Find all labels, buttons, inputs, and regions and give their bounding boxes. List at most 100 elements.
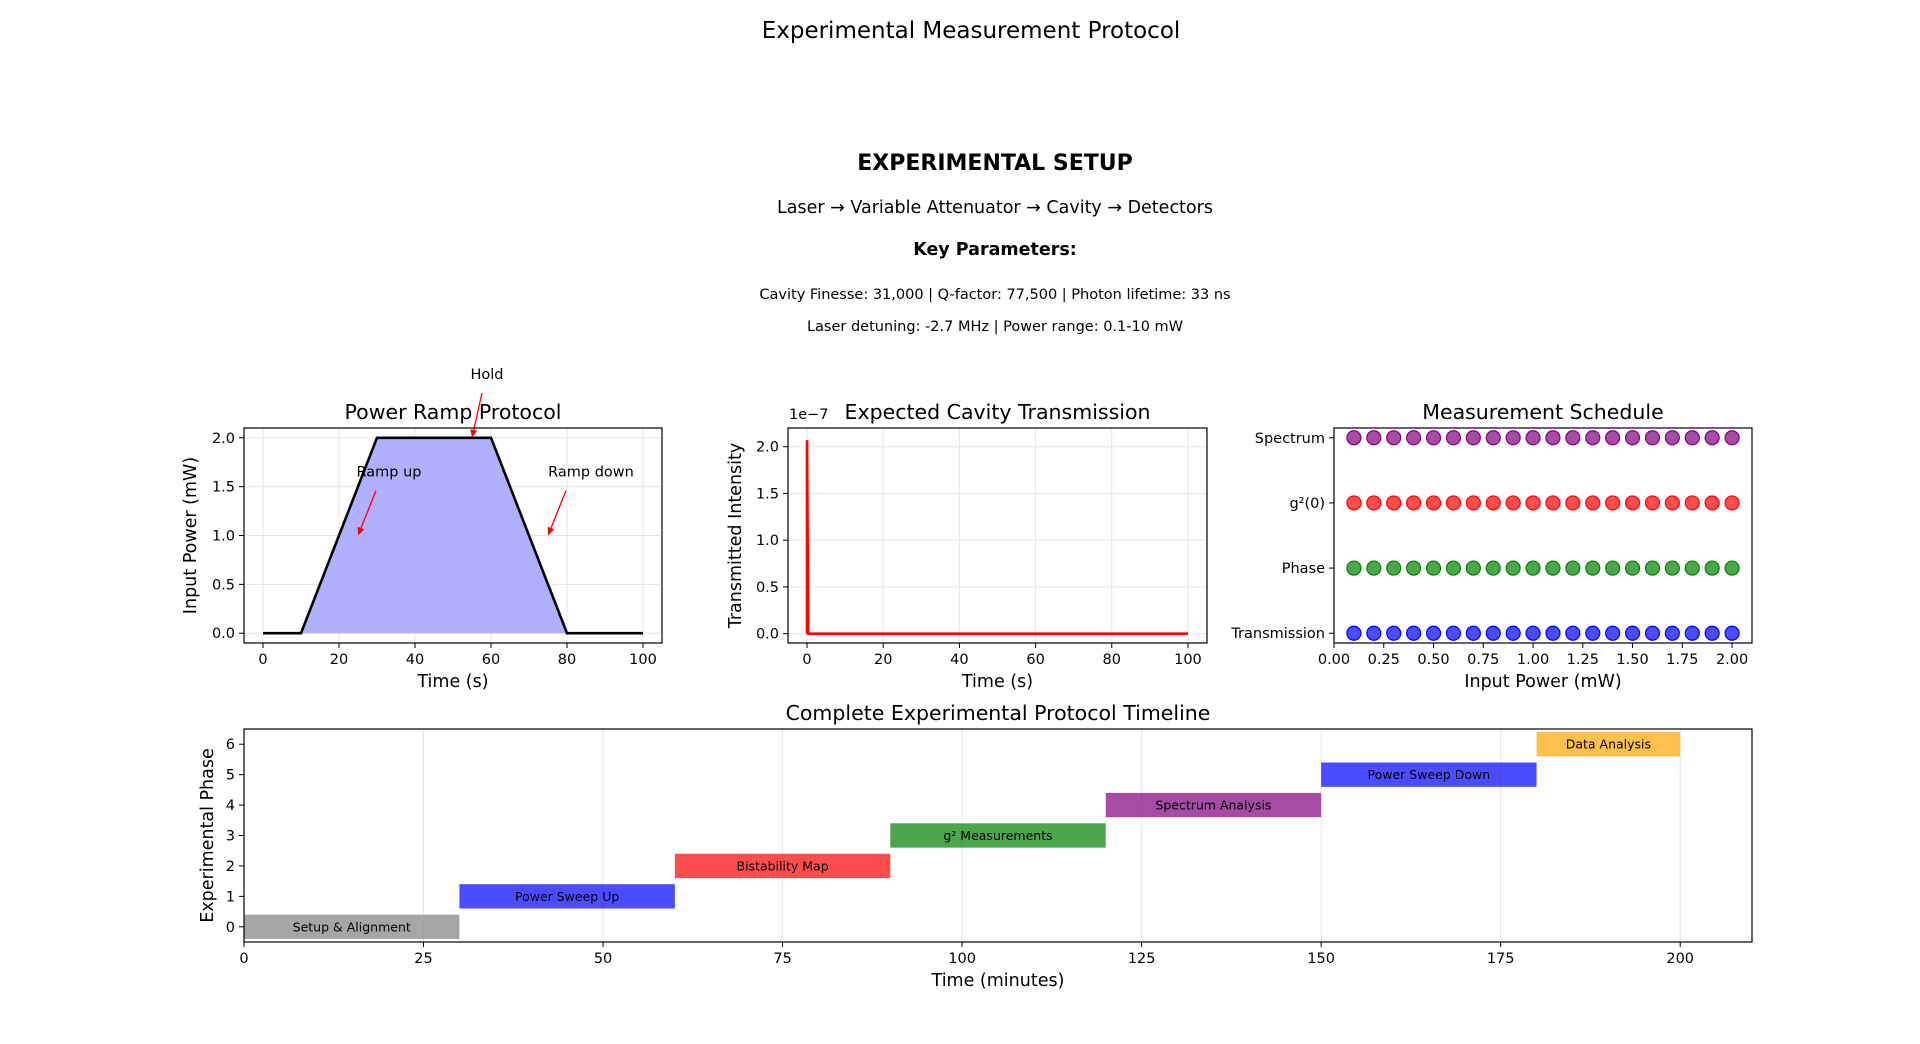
schedule-point [1386,625,1402,641]
schedule-point [1525,430,1541,446]
x-tick-label: 0 [802,652,811,668]
y-tick-label: 6 [226,737,235,753]
x-tick-label: 0.00 [1318,652,1350,668]
x-tick-label: 80 [1103,652,1121,668]
timeline-bar-label: Power Sweep Up [515,889,619,904]
schedule-point [1525,495,1541,511]
schedule-point [1425,430,1442,446]
schedule-point [1465,560,1481,576]
y-tick-label: 1.0 [756,533,779,549]
x-tick-label: 1.00 [1517,652,1549,668]
y-offset-label: 1e−7 [789,407,829,423]
schedule-point [1525,560,1541,576]
schedule-point [1366,560,1382,576]
schedule-point [1585,625,1601,641]
schedule-point [1465,625,1481,641]
schedule-point [1704,560,1720,576]
schedule-point [1425,625,1442,641]
transmission-line [805,440,1188,635]
plot-frame [1333,427,1753,644]
schedule-point [1346,430,1362,446]
x-axis-label: Input Power (mW) [1464,672,1621,692]
setup-params-line1: Cavity Finesse: 31,000 | Q-factor: 77,50… [759,287,1230,303]
x-tick-label: 80 [558,652,576,668]
schedule-point [1485,560,1501,576]
schedule-point [1545,560,1561,576]
annotation-arrow-head [547,526,555,536]
y-tick-label: 1.0 [212,529,235,545]
schedule-point [1724,430,1740,446]
plot-frame [787,427,1208,644]
schedule-point [1485,495,1501,511]
x-tick-label: 100 [1174,652,1202,668]
x-tick-label: 50 [594,951,612,967]
y-tick-label: Transmission [1230,626,1325,642]
protocol-timeline-chart: Setup & Alignment Power Sweep Up Bistabili… [198,701,1753,991]
y-tick-label: 2.0 [756,440,779,456]
x-tick-label: 1.75 [1666,652,1698,668]
y-tick-label: 1.5 [756,486,779,502]
schedule-point [1366,495,1382,511]
x-tick-label: 0 [258,652,267,668]
x-tick-label: 40 [950,652,968,668]
schedule-point [1704,495,1720,511]
timeline-bar [244,914,460,939]
y-tick-label: Spectrum [1255,431,1325,447]
timeline-bar [1105,792,1322,818]
x-tick-label: 175 [1487,951,1515,967]
y-tick-label: 0 [226,920,235,936]
schedule-point [1545,625,1561,641]
schedule-point [1406,495,1422,511]
setup-key-title: Key Parameters: [913,240,1077,260]
schedule-point [1525,625,1541,641]
annotation-label: Hold [470,367,503,383]
y-tick-label: Phase [1282,561,1325,577]
schedule-point [1684,495,1700,511]
chart-title: Measurement Schedule [1422,400,1663,424]
chart-title: Complete Experimental Protocol Timeline [786,701,1211,725]
x-tick-label: 60 [1026,652,1044,668]
schedule-point [1406,430,1422,446]
schedule-point [1585,495,1601,511]
schedule-point [1624,560,1641,576]
x-axis-label: Time (s) [961,672,1033,692]
schedule-point [1505,625,1521,641]
cavity-transmission-chart: 1e−7 0 20 40 60 80 100 0.0 0.5 1.0 1.5 2.0 Expected … [726,400,1208,692]
setup-title: EXPERIMENTAL SETUP [857,151,1132,176]
schedule-point [1684,625,1700,641]
x-tick-label: 0.25 [1368,652,1400,668]
schedule-point [1565,625,1581,641]
schedule-point [1664,625,1680,641]
annotation-label: Ramp down [548,465,634,481]
timeline-bar [1536,732,1681,757]
timeline-bar-label: g² Measurements [943,828,1052,843]
schedule-point [1386,495,1402,511]
schedule-point [1505,495,1521,511]
timeline-bar [459,884,675,909]
schedule-point [1605,560,1621,576]
annotation-arrow-head [470,429,478,438]
x-tick-label: 0 [239,951,248,967]
schedule-point [1485,625,1501,641]
timeline-bar [1321,762,1537,787]
schedule-point [1366,625,1382,641]
timeline-bar-label: Power Sweep Down [1368,767,1491,782]
x-tick-label: 2.00 [1716,652,1748,668]
schedule-point [1704,625,1720,641]
schedule-point [1386,430,1402,446]
x-tick-label: 25 [414,951,432,967]
timeline-bar-label: Setup & Alignment [293,919,411,934]
schedule-point [1445,560,1462,576]
schedule-point [1724,560,1740,576]
annotation-arrow-head [357,526,365,536]
x-tick-label: 100 [948,951,976,967]
y-tick-label: 3 [226,829,235,845]
x-tick-label: 40 [406,652,424,668]
timeline-bar-label: Spectrum Analysis [1155,798,1271,813]
y-tick-label: g²(0) [1289,496,1325,512]
schedule-point [1624,625,1641,641]
schedule-point [1605,495,1621,511]
y-tick-label: 0.5 [212,577,235,593]
schedule-point [1664,495,1680,511]
schedule-point [1545,495,1561,511]
